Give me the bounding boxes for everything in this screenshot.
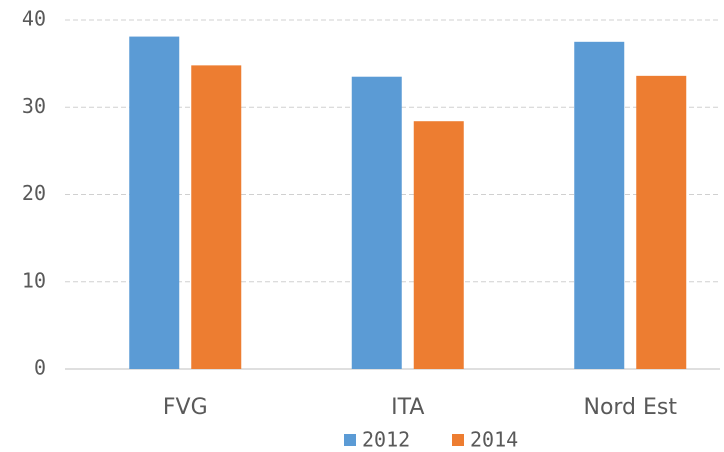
y-tick-label: 40 bbox=[22, 7, 46, 31]
bar bbox=[413, 121, 464, 370]
x-tick-label: FVG bbox=[163, 395, 208, 420]
bar bbox=[191, 65, 242, 370]
bar bbox=[636, 75, 687, 369]
bar bbox=[574, 41, 625, 369]
legend-label: 2012 bbox=[362, 428, 410, 452]
legend-swatch bbox=[452, 434, 464, 446]
legend-label: 2014 bbox=[470, 428, 518, 452]
bar bbox=[129, 36, 180, 369]
y-tick-label: 0 bbox=[34, 356, 46, 380]
y-tick-label: 30 bbox=[22, 94, 46, 118]
x-tick-label: ITA bbox=[391, 395, 424, 420]
x-tick-label: Nord Est bbox=[583, 395, 677, 420]
y-tick-label: 20 bbox=[22, 181, 46, 205]
y-tick-label: 10 bbox=[22, 268, 46, 292]
legend-swatch bbox=[344, 434, 356, 446]
bar bbox=[351, 76, 402, 370]
